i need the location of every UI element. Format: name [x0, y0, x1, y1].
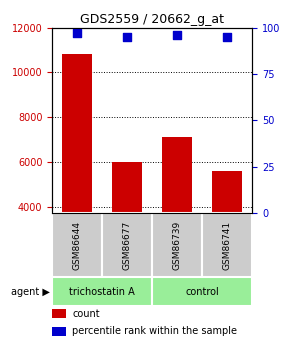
Point — [125, 34, 130, 40]
FancyBboxPatch shape — [102, 213, 152, 277]
Point — [75, 30, 79, 36]
FancyBboxPatch shape — [152, 213, 202, 277]
FancyBboxPatch shape — [152, 277, 252, 306]
Title: GDS2559 / 20662_g_at: GDS2559 / 20662_g_at — [80, 13, 224, 27]
Text: GSM86741: GSM86741 — [223, 221, 232, 270]
Point — [225, 34, 230, 40]
Text: percentile rank within the sample: percentile rank within the sample — [72, 326, 237, 336]
Bar — [162, 137, 192, 213]
Text: GSM86677: GSM86677 — [123, 220, 132, 270]
Point — [175, 32, 180, 38]
Bar — [212, 171, 242, 213]
Text: count: count — [72, 309, 100, 319]
Bar — [112, 162, 142, 213]
FancyBboxPatch shape — [202, 213, 252, 277]
Text: agent ▶: agent ▶ — [11, 287, 50, 297]
Text: control: control — [185, 287, 219, 297]
Text: GSM86644: GSM86644 — [73, 221, 82, 270]
Bar — [52, 309, 66, 318]
Text: GSM86739: GSM86739 — [173, 220, 182, 270]
FancyBboxPatch shape — [52, 213, 102, 277]
Text: trichostatin A: trichostatin A — [69, 287, 135, 297]
Bar — [62, 55, 92, 213]
Bar — [52, 327, 66, 336]
FancyBboxPatch shape — [52, 277, 152, 306]
